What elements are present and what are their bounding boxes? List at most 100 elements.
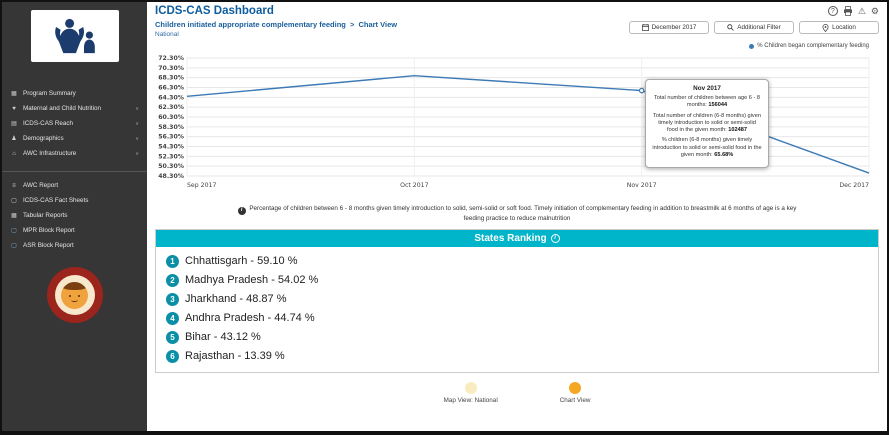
svg-text:52.30%: 52.30%	[158, 153, 184, 160]
svg-text:62.30%: 62.30%	[158, 104, 184, 111]
rank-label: Chhattisgarh - 59.10 %	[185, 255, 298, 268]
additional-filter-button[interactable]: Additional Filter	[714, 21, 794, 34]
svg-text:72.30%: 72.30%	[158, 55, 184, 62]
sidebar-primary-nav: ▦ Program Summary ♥ Maternal and Child N…	[2, 86, 147, 161]
map-view-label: Map View: National	[443, 396, 498, 404]
sidebar-item-awc-infrastructure[interactable]: ⌂ AWC Infrastructure ∨	[2, 146, 147, 161]
ranking-row: 3 Jharkhand - 48.87 %	[166, 290, 868, 309]
tooltip-title: Nov 2017	[693, 85, 721, 92]
location-filter-label: Location	[832, 24, 856, 31]
breadcrumb-block: Children initiated appropriate complemen…	[155, 20, 397, 38]
sidebar-item-maternal-child-nutrition[interactable]: ♥ Maternal and Child Nutrition ∨	[2, 101, 147, 116]
svg-text:Oct 2017: Oct 2017	[400, 182, 428, 189]
legend-marker-icon	[749, 43, 755, 49]
icds-logo	[46, 267, 103, 323]
chart-tooltip: Nov 2017 Total number of children betwee…	[645, 79, 769, 169]
sidebar-item-label: Demographics	[23, 135, 64, 142]
ranking-row: 4 Andhra Pradesh - 44.74 %	[166, 309, 868, 328]
family-figure-icon	[54, 18, 95, 54]
print-icon[interactable]	[843, 6, 853, 16]
chart-legend: % Children began complementary feeding	[153, 41, 881, 50]
svg-text:70.30%: 70.30%	[158, 65, 184, 72]
sidebar-item-label: AWC Report	[23, 182, 59, 189]
svg-text:Sep 2017: Sep 2017	[187, 182, 216, 189]
sidebar-item-label: Maternal and Child Nutrition	[23, 105, 102, 112]
chevron-down-icon: ∨	[135, 120, 139, 127]
sidebar-item-label: Tabular Reports	[23, 212, 68, 219]
info-icon: i	[237, 206, 246, 215]
chart-view-label: Chart View	[559, 396, 591, 404]
table-icon: ▦	[11, 213, 17, 219]
info-icon[interactable]: i	[550, 233, 560, 243]
svg-text:60.30%: 60.30%	[158, 114, 184, 121]
sidebar-item-program-summary[interactable]: ▦ Program Summary	[2, 86, 147, 101]
nutrition-icon: ♥	[12, 105, 16, 112]
sidebar-item-demographics[interactable]: ♟ Demographics ∨	[2, 131, 147, 146]
filter-bar: December 2017 Additional Filter Location	[629, 21, 879, 34]
rank-label: Madhya Pradesh - 54.02 %	[185, 274, 319, 287]
line-chart[interactable]: 72.30% 70.30% 68.30% 66.30% 64.30% 62.30% 60.3…	[153, 50, 879, 202]
tooltip-line: % children (6-8 months) given timely int…	[652, 137, 762, 158]
ranking-row: 5 Bihar - 43.12 %	[166, 328, 868, 347]
sidebar-item-label: ICDS-CAS Reach	[23, 120, 74, 127]
alert-icon[interactable]: ⚠	[857, 5, 866, 16]
sidebar-item-mpr-block-report[interactable]: ▢ MPR Block Report	[2, 223, 147, 238]
chart-description: i Percentage of children between 6 - 8 m…	[237, 205, 797, 224]
page-title: ICDS-CAS Dashboard	[155, 5, 274, 17]
ranking-row: 6 Rajasthan - 13.39 %	[166, 347, 868, 366]
sidebar-item-label: ASR Block Report	[23, 242, 74, 249]
month-filter-button[interactable]: December 2017	[629, 21, 709, 34]
states-ranking-list: 1 Chhattisgarh - 59.10 % 2 Madhya Prades…	[156, 247, 878, 372]
person-icon: ♟	[11, 136, 17, 142]
rank-badge: 1	[166, 254, 179, 268]
chart-view-radio-icon	[569, 381, 582, 394]
location-level-label: National	[155, 31, 179, 38]
sidebar-item-label: MPR Block Report	[23, 227, 75, 234]
sidebar-item-fact-sheets[interactable]: ▢ ICDS-CAS Fact Sheets	[2, 193, 147, 208]
view-toggle: Map View: National Chart View	[147, 381, 887, 404]
file-icon: ▢	[11, 243, 17, 249]
sidebar-item-tabular-reports[interactable]: ▦ Tabular Reports	[2, 208, 147, 223]
rank-label: Bihar - 43.12 %	[185, 331, 261, 344]
rank-badge: 4	[166, 311, 179, 325]
sidebar-item-label: AWC Infrastructure	[23, 150, 77, 157]
svg-text:48.30%: 48.30%	[158, 173, 184, 180]
breadcrumb: Children initiated appropriate complemen…	[155, 20, 397, 29]
top-bar: ICDS-CAS Dashboard ? ⚠ ⚙	[147, 2, 887, 18]
document-icon: ▢	[11, 198, 17, 204]
chart-view-toggle[interactable]: Chart View	[559, 381, 591, 404]
top-right-icons: ? ⚠ ⚙	[827, 5, 879, 16]
sidebar-reports-nav: ≡ AWC Report ▢ ICDS-CAS Fact Sheets ▦ Ta…	[2, 178, 147, 253]
map-view-radio-icon	[464, 381, 477, 394]
rank-badge: 3	[166, 292, 179, 306]
search-icon	[727, 24, 735, 31]
sidebar-item-awc-report[interactable]: ≡ AWC Report	[2, 178, 147, 193]
icds-logo-inner	[54, 275, 95, 315]
rank-badge: 6	[166, 349, 179, 363]
sidebar-item-icds-cas-reach[interactable]: ▤ ICDS-CAS Reach ∨	[2, 116, 147, 131]
svg-text:66.30%: 66.30%	[158, 85, 184, 92]
svg-text:50.30%: 50.30%	[158, 163, 184, 170]
sidebar-divider	[2, 171, 147, 172]
rank-label: Andhra Pradesh - 44.74 %	[185, 312, 315, 325]
bar-chart-icon: ▤	[11, 121, 17, 127]
chevron-down-icon: ∨	[135, 105, 139, 112]
help-icon[interactable]: ?	[827, 6, 838, 16]
rank-badge: 2	[166, 273, 179, 287]
chevron-down-icon: ∨	[135, 135, 139, 142]
tooltip-line: Total number of children between age 6 -…	[653, 95, 761, 109]
child-face-icon	[61, 281, 88, 309]
sidebar-item-asr-block-report[interactable]: ▢ ASR Block Report	[2, 238, 147, 253]
chevron-down-icon: ∨	[135, 150, 139, 157]
building-icon: ⌂	[12, 150, 16, 157]
breadcrumb-indicator[interactable]: Children initiated appropriate complemen…	[155, 20, 346, 29]
map-view-toggle[interactable]: Map View: National	[443, 381, 498, 404]
location-pin-icon	[822, 23, 829, 32]
location-filter-button[interactable]: Location	[799, 21, 879, 34]
svg-text:56.30%: 56.30%	[158, 134, 184, 141]
additional-filter-label: Additional Filter	[737, 24, 781, 31]
svg-text:Dec 2017: Dec 2017	[839, 182, 869, 189]
gear-icon[interactable]: ⚙	[870, 5, 879, 16]
main-content: ICDS-CAS Dashboard ? ⚠ ⚙ Children initia…	[147, 2, 887, 431]
